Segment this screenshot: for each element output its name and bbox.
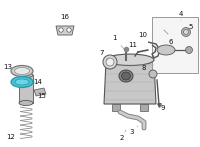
Text: 15: 15 [38,93,46,99]
Ellipse shape [15,79,29,85]
Text: 16: 16 [61,14,70,26]
Ellipse shape [106,54,154,66]
Text: 5: 5 [188,24,193,30]
Circle shape [149,70,157,78]
Text: 7: 7 [100,50,108,60]
Polygon shape [34,88,46,96]
Circle shape [103,55,117,69]
Circle shape [67,28,71,32]
Circle shape [182,27,190,36]
Circle shape [184,30,188,35]
Bar [19,75,33,103]
Text: 11: 11 [128,42,138,51]
Polygon shape [104,60,156,104]
Ellipse shape [11,66,33,76]
Text: 2: 2 [120,130,126,141]
Text: 10: 10 [138,32,151,44]
Text: 9: 9 [160,104,165,111]
Ellipse shape [157,45,175,55]
Circle shape [186,46,192,54]
Text: 13: 13 [4,64,13,70]
Ellipse shape [122,72,130,80]
Ellipse shape [19,101,33,106]
Ellipse shape [15,67,30,75]
Text: 12: 12 [7,133,21,140]
Text: 3: 3 [130,126,138,135]
Text: 4: 4 [179,11,183,20]
Ellipse shape [119,70,133,82]
Bar [152,17,198,73]
Text: 8: 8 [142,65,150,73]
Circle shape [59,28,63,32]
Bar [112,104,120,111]
Polygon shape [56,26,74,35]
Ellipse shape [11,76,33,87]
Text: 6: 6 [169,39,173,47]
Bar [140,104,148,111]
Text: 14: 14 [34,79,42,85]
Ellipse shape [19,72,33,77]
Text: 1: 1 [112,35,124,49]
Circle shape [106,58,114,66]
